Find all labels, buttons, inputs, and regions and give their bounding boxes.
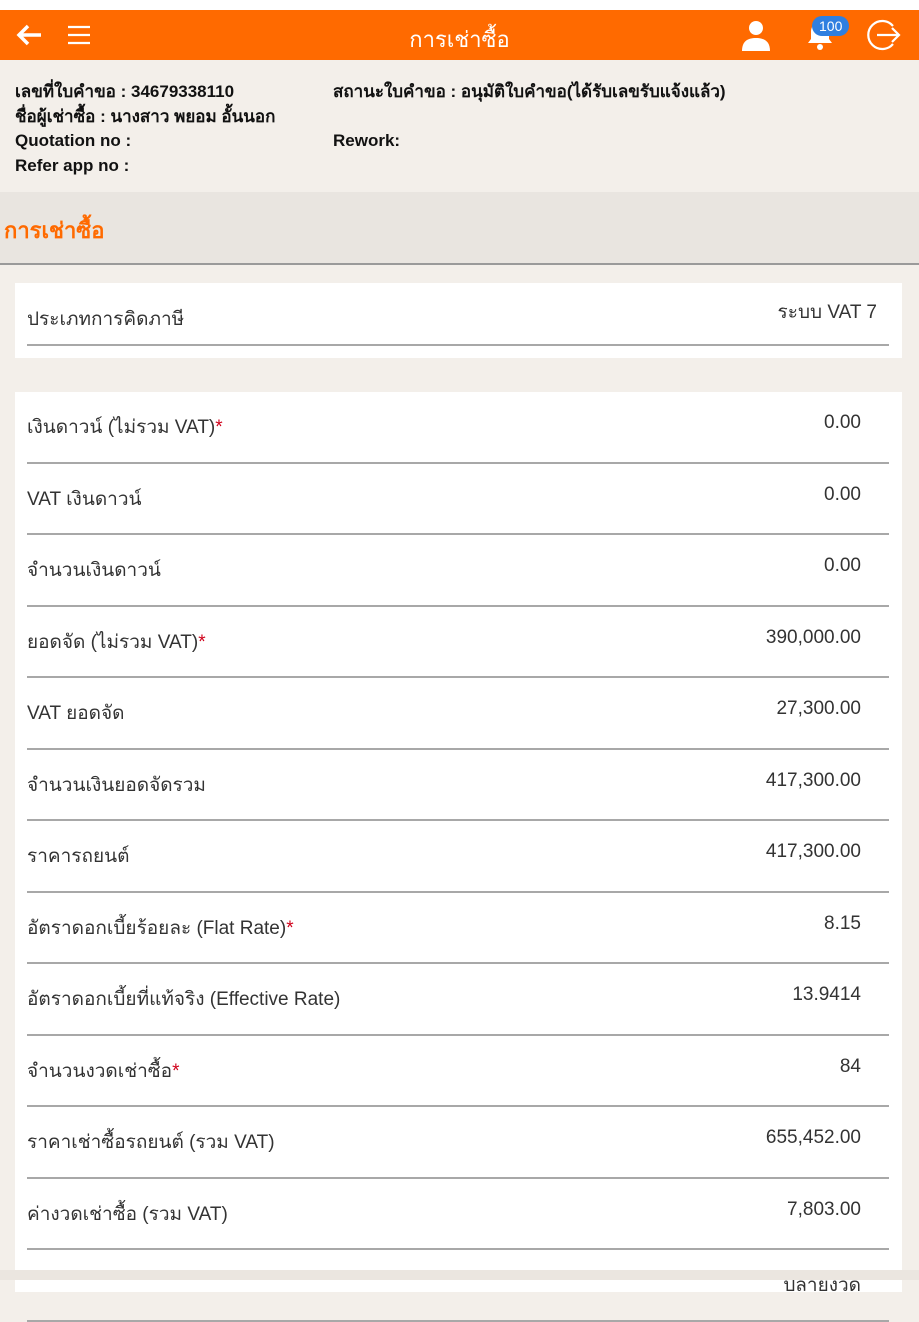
field-label: จำนวนเงินดาวน์ [27, 555, 161, 585]
field-label: เงินดาวน์ (ไม่รวม VAT)* [27, 412, 223, 442]
field-label-text: ราคาเช่าซื้อรถยนต์ (รวม VAT) [27, 1132, 275, 1153]
form-row[interactable]: ราคาเช่าซื้อรถยนต์ (รวม VAT) 655,452.00 [27, 1107, 889, 1179]
field-value: 417,300.00 [765, 841, 861, 862]
required-marker: * [198, 631, 206, 653]
field-label: จำนวนงวดเช่าซื้อ* [27, 1056, 180, 1086]
field-label-text: VAT เงินดาวน์ [27, 488, 142, 510]
required-marker: * [286, 917, 294, 939]
application-status: สถานะใบคำขอ : อนุมัติใบคำขอ(ได้รับเลขรับ… [333, 82, 726, 101]
field-value: 27,300.00 [776, 698, 861, 719]
field-label: ราคาเช่าซื้อรถยนต์ (รวม VAT) [27, 1127, 275, 1157]
field-label-text: เงินดาวน์ (ไม่รวม VAT) [27, 417, 216, 438]
logout-icon[interactable] [866, 19, 902, 51]
form-row[interactable]: อัตราดอกเบี้ยที่แท้จริง (Effective Rate)… [27, 964, 889, 1036]
field-label-text: ราคารถยนต์ [27, 846, 130, 867]
field-label-text: ค่างวดเช่าซื้อ (รวม VAT) [27, 1203, 228, 1225]
application-status-info: สถานะใบคำขอ : อนุมัติใบคำขอ(ได้รับเลขรับ… [333, 80, 726, 154]
field-label-text: อัตราดอกเบี้ยร้อยละ (Flat Rate) [27, 917, 287, 939]
renter-name: ชื่อผู้เช่าซื้อ : นางสาว พยอม อั้นนอก [15, 106, 276, 126]
tax-card: ประเภทการคิดภาษี ระบบ VAT 7 [15, 283, 902, 358]
field-label-text: อัตราดอกเบี้ยที่แท้จริง (Effective Rate) [27, 989, 341, 1010]
field-label-text: ยอดจัด (ไม่รวม VAT) [27, 631, 199, 653]
notification-badge: 100 [812, 16, 850, 36]
field-value: 390,000.00 [765, 626, 861, 648]
refer-app-no: Refer app no : [15, 155, 130, 175]
field-value: 84 [839, 1055, 861, 1077]
field-label-text: จำนวนงวดเช่าซื้อ [27, 1060, 173, 1082]
financing-card: เงินดาวน์ (ไม่รวม VAT)* 0.00 VAT เงินดาวน์… [15, 392, 902, 1322]
back-arrow-icon[interactable] [14, 20, 44, 50]
section-header: การเช่าซื้อ [0, 192, 919, 265]
menu-icon[interactable] [66, 20, 92, 50]
field-label: ค่างวดเช่าซื้อ (รวม VAT) [27, 1199, 228, 1229]
required-marker: * [215, 417, 223, 438]
form-row[interactable]: ยอดจัด (ไม่รวม VAT)* 390,000.00 [27, 607, 889, 678]
field-value: 7,803.00 [787, 1198, 861, 1220]
form-row[interactable]: จำนวนงวดเช่าซื้อ* 84 [27, 1036, 889, 1107]
app-header: การเช่าซื้อ 100 [0, 10, 919, 60]
field-value: 0.00 [824, 483, 861, 505]
form-row[interactable]: อัตราดอกเบี้ยร้อยละ (Flat Rate)* 8.15 [27, 893, 889, 964]
tax-type-label: ประเภทการคิดภาษี [27, 309, 185, 330]
field-value: 0.00 [824, 555, 861, 576]
form-row[interactable]: VAT เงินดาวน์ 0.00 [27, 464, 889, 535]
field-label: ราคารถยนต์ [27, 841, 129, 871]
field-value: 13.9414 [792, 984, 861, 1005]
field-label: จำนวนเงินยอดจัดรวม [27, 770, 206, 800]
required-marker: * [172, 1060, 180, 1082]
user-icon[interactable] [738, 20, 774, 51]
field-label: VAT เงินดาวน์ [27, 484, 142, 514]
field-label: อัตราดอกเบี้ยร้อยละ (Flat Rate)* [27, 913, 294, 943]
field-label-text: จำนวนเงินดาวน์ [27, 560, 161, 581]
section-title: การเช่าซื้อ [4, 218, 105, 243]
field-label: VAT ยอดจัด [27, 698, 124, 728]
tax-type-row[interactable]: ประเภทการคิดภาษี ระบบ VAT 7 [27, 283, 889, 346]
form-row[interactable]: ค่างวดเช่าซื้อ (รวม VAT) 7,803.00 [27, 1179, 889, 1250]
field-label-text: จำนวนเงินยอดจัดรวม [27, 774, 206, 796]
field-label: อัตราดอกเบี้ยที่แท้จริง (Effective Rate) [27, 984, 340, 1014]
form-row[interactable]: ราคารถยนต์ 417,300.00 [27, 821, 889, 893]
field-label: ยอดจัด (ไม่รวม VAT)* [27, 627, 206, 657]
page-title: การเช่าซื้อ [409, 27, 510, 52]
form-row[interactable]: ปลายงวด [27, 1250, 889, 1322]
status-bar [0, 0, 919, 10]
tax-type-value: ระบบ VAT 7 [777, 302, 877, 323]
quotation-no: Quotation no : [15, 131, 132, 150]
field-value: 655,452.00 [765, 1127, 861, 1148]
form-row[interactable]: จำนวนเงินดาวน์ 0.00 [27, 535, 889, 607]
form-row[interactable]: จำนวนเงินยอดจัดรวม 417,300.00 [27, 750, 889, 821]
field-value: 0.00 [824, 412, 861, 433]
field-label-text: VAT ยอดจัด [27, 703, 125, 724]
application-info: เลขที่ใบคำขอ : 34679338110 ชื่อผู้เช่าซื… [15, 80, 275, 178]
field-value: 8.15 [824, 912, 861, 934]
field-value: 417,300.00 [765, 769, 861, 791]
bottom-bar [0, 1270, 919, 1280]
form-row[interactable]: เงินดาวน์ (ไม่รวม VAT)* 0.00 [27, 392, 889, 464]
form-row[interactable]: VAT ยอดจัด 27,300.00 [27, 678, 889, 750]
application-no: เลขที่ใบคำขอ : 34679338110 [15, 82, 235, 101]
rework: Rework: [333, 131, 401, 150]
